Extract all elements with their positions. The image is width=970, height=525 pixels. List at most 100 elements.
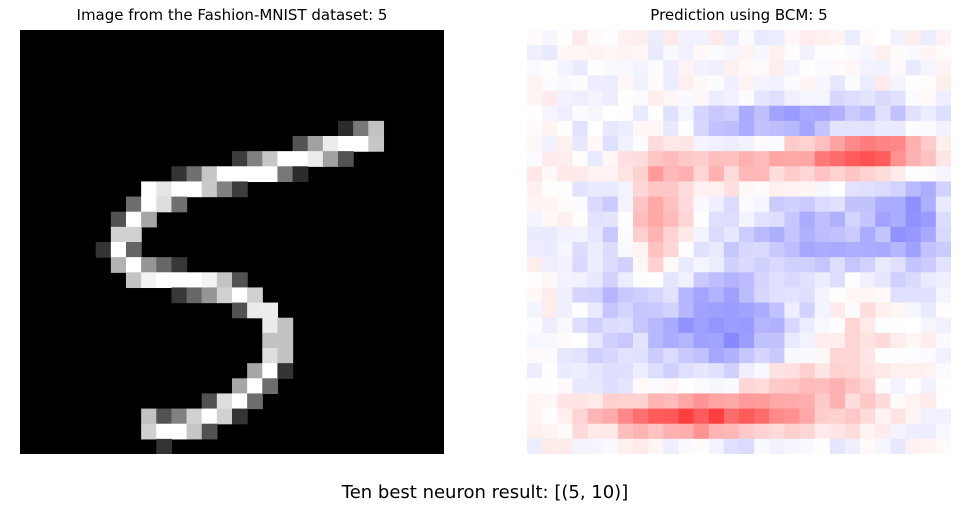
- heatmap-cell: [875, 363, 891, 379]
- heatmap-cell: [890, 151, 906, 167]
- heatmap-cell: [754, 227, 770, 243]
- heatmap-cell: [906, 227, 922, 243]
- digit-pixel: [217, 393, 233, 409]
- heatmap-cell: [800, 60, 816, 76]
- heatmap-cell: [784, 409, 800, 425]
- heatmap-cell: [769, 318, 785, 334]
- heatmap-cell: [875, 91, 891, 107]
- heatmap-cell: [845, 197, 861, 213]
- heatmap-cell: [784, 60, 800, 76]
- heatmap-cell: [754, 197, 770, 213]
- heatmap-cell: [557, 136, 573, 152]
- heatmap-cell: [663, 91, 679, 107]
- heatmap-cell: [875, 318, 891, 334]
- heatmap-cell: [648, 91, 664, 107]
- heatmap-cell: [754, 439, 770, 454]
- heatmap-cell: [648, 409, 664, 425]
- heatmap-cell: [603, 91, 619, 107]
- digit-pixel: [338, 151, 354, 167]
- heatmap-cell: [936, 151, 951, 167]
- heatmap-cell: [890, 212, 906, 228]
- heatmap-cell: [830, 106, 846, 122]
- heatmap-cell: [678, 136, 694, 152]
- heatmap-cell: [663, 166, 679, 182]
- heatmap-cell: [709, 106, 725, 122]
- heatmap-cell: [890, 181, 906, 197]
- heatmap-cell: [936, 60, 951, 76]
- digit-pixel: [156, 409, 172, 425]
- heatmap-cell: [769, 45, 785, 61]
- digit-pixel: [111, 212, 127, 228]
- heatmap-cell: [890, 242, 906, 258]
- heatmap-cell: [603, 75, 619, 91]
- heatmap-cell: [572, 60, 588, 76]
- heatmap-cell: [663, 121, 679, 137]
- digit-pixel: [293, 151, 309, 167]
- heatmap-cell: [890, 106, 906, 122]
- bcm-heatmap: [527, 30, 951, 454]
- heatmap-cell: [845, 166, 861, 182]
- heatmap-cell: [557, 272, 573, 288]
- heatmap-cell: [784, 393, 800, 409]
- heatmap-cell: [694, 363, 710, 379]
- heatmap-cell: [542, 30, 558, 46]
- heatmap-cell: [694, 181, 710, 197]
- heatmap-cell: [845, 45, 861, 61]
- heatmap-cell: [633, 439, 649, 454]
- heatmap-cell: [754, 212, 770, 228]
- heatmap-cell: [678, 439, 694, 454]
- heatmap-cell: [860, 181, 876, 197]
- heatmap-cell: [678, 409, 694, 425]
- digit-pixel: [171, 257, 187, 273]
- heatmap-cell: [845, 181, 861, 197]
- heatmap-cell: [663, 212, 679, 228]
- digit-pixel: [171, 287, 187, 303]
- heatmap-cell: [527, 378, 543, 394]
- heatmap-cell: [754, 333, 770, 349]
- digit-pixel: [202, 424, 218, 440]
- heatmap-cell: [800, 287, 816, 303]
- heatmap-cell: [694, 151, 710, 167]
- heatmap-cell: [709, 91, 725, 107]
- heatmap-cell: [800, 121, 816, 137]
- heatmap-cell: [542, 393, 558, 409]
- heatmap-cell: [921, 197, 937, 213]
- heatmap-cell: [845, 393, 861, 409]
- heatmap-cell: [784, 212, 800, 228]
- digit-pixel: [277, 348, 293, 364]
- heatmap-cell: [724, 197, 740, 213]
- heatmap-cell: [769, 409, 785, 425]
- heatmap-cell: [890, 91, 906, 107]
- heatmap-cell: [936, 166, 951, 182]
- heatmap-cell: [542, 151, 558, 167]
- heatmap-cell: [527, 45, 543, 61]
- heatmap-cell: [875, 75, 891, 91]
- digit-pixel: [323, 136, 339, 152]
- digit-pixel: [247, 151, 263, 167]
- heatmap-cell: [860, 136, 876, 152]
- heatmap-cell: [921, 424, 937, 440]
- heatmap-cell: [542, 378, 558, 394]
- heatmap-cell: [542, 197, 558, 213]
- heatmap-cell: [724, 227, 740, 243]
- heatmap-cell: [754, 363, 770, 379]
- heatmap-cell: [557, 30, 573, 46]
- heatmap-cell: [845, 75, 861, 91]
- heatmap-cell: [557, 242, 573, 258]
- heatmap-cell: [906, 424, 922, 440]
- digit-pixel: [247, 393, 263, 409]
- heatmap-cell: [694, 121, 710, 137]
- heatmap-cell: [906, 318, 922, 334]
- heatmap-cell: [709, 348, 725, 364]
- heatmap-cell: [936, 121, 951, 137]
- heatmap-cell: [815, 257, 831, 273]
- heatmap-cell: [663, 30, 679, 46]
- heatmap-cell: [694, 348, 710, 364]
- heatmap-cell: [754, 60, 770, 76]
- heatmap-cell: [875, 151, 891, 167]
- heatmap-cell: [800, 197, 816, 213]
- heatmap-cell: [663, 318, 679, 334]
- heatmap-cell: [769, 424, 785, 440]
- heatmap-cell: [906, 242, 922, 258]
- heatmap-cell: [769, 197, 785, 213]
